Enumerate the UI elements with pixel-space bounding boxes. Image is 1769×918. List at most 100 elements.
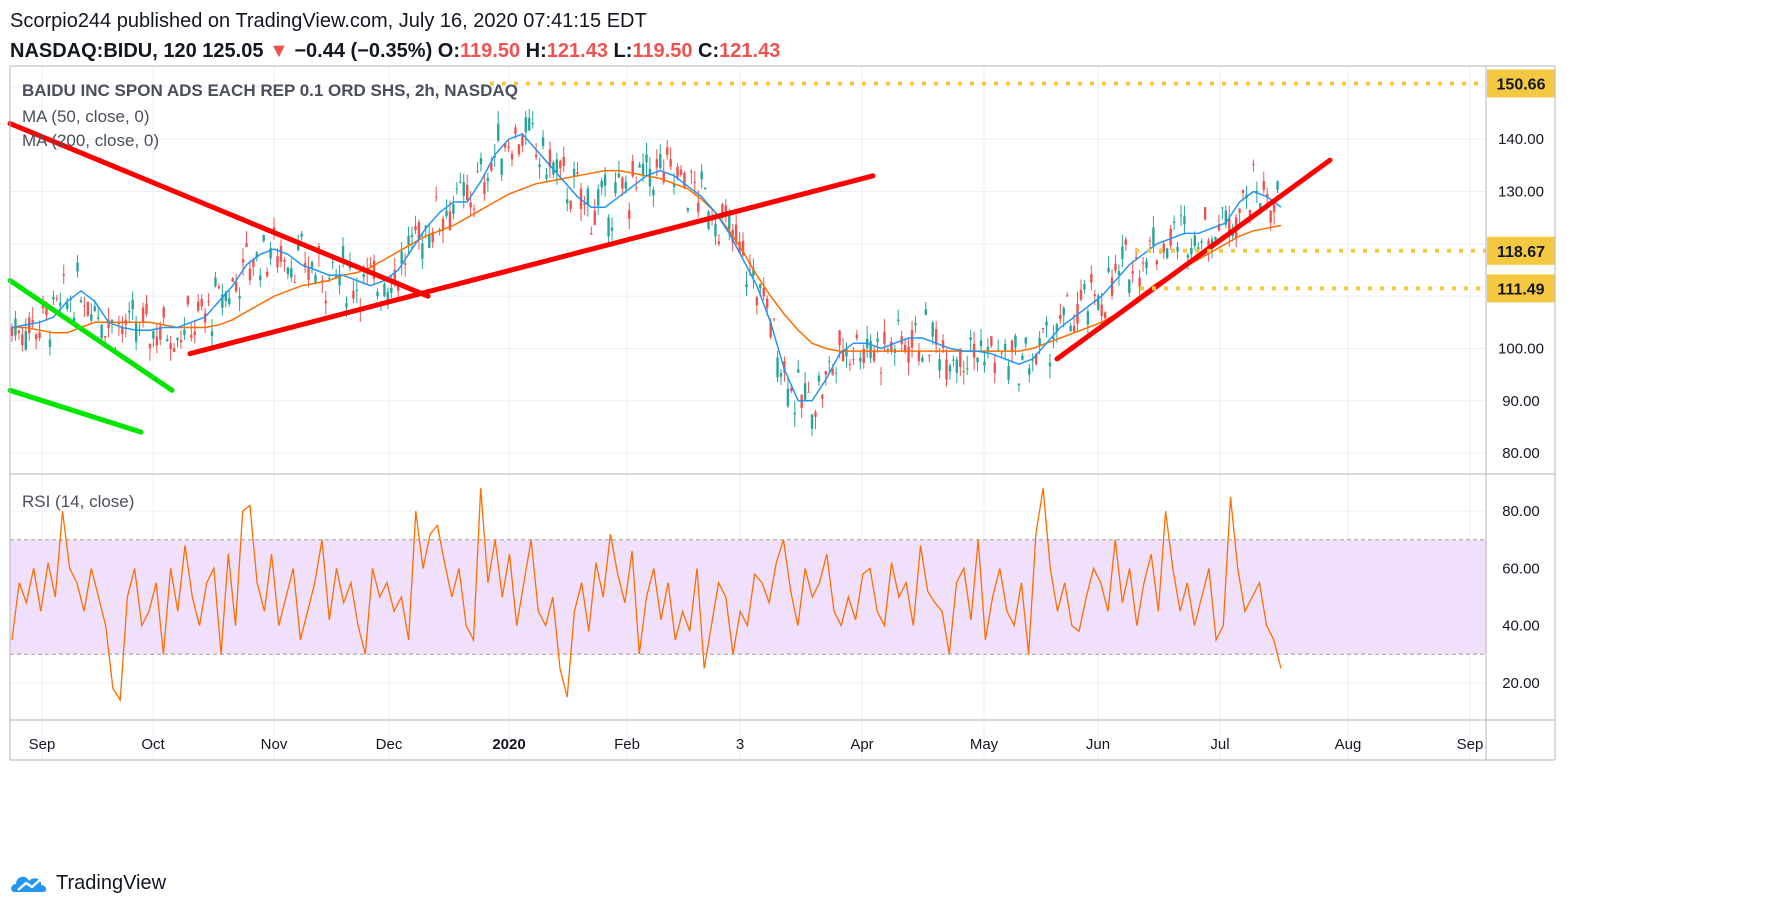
candle-body [428, 233, 431, 248]
open-value: 119.50 [460, 40, 521, 62]
candle-body [503, 143, 507, 148]
candle-body [817, 375, 821, 382]
candle-body [1007, 366, 1010, 380]
x-tick-label: Dec [376, 736, 403, 753]
grid-layer [10, 66, 1486, 760]
candle-body [259, 275, 262, 281]
trend-line-layer[interactable] [7, 121, 1333, 435]
candle-body [255, 252, 259, 258]
candle-body [345, 303, 348, 308]
candle-body [1169, 228, 1172, 246]
candle-body [1110, 277, 1114, 296]
candle-body [276, 256, 279, 268]
trend-line-red[interactable] [7, 121, 431, 299]
frame-layer [9, 65, 1556, 761]
candle-body [45, 304, 48, 316]
candle-body [693, 181, 696, 184]
candle-body [500, 158, 503, 175]
candle-body [700, 171, 703, 180]
candle-body [79, 300, 83, 303]
candle-body [928, 354, 931, 356]
candle-body [541, 137, 545, 146]
candle-body [155, 336, 159, 346]
trend-line-green[interactable] [7, 277, 175, 393]
candle-body [234, 281, 238, 292]
candle-body [1031, 359, 1034, 361]
candle-body [497, 123, 500, 141]
candle-body [565, 199, 569, 204]
candle-body [597, 189, 600, 206]
candle-body [262, 235, 265, 241]
candle-body [914, 323, 917, 326]
candle-body [1072, 326, 1076, 332]
candle-body [83, 305, 86, 307]
rsi-band-layer [10, 539, 1486, 655]
ma50-line [11, 133, 1282, 402]
candle-body [1190, 248, 1193, 255]
rsi-legend[interactable]: RSI (14, close) [22, 492, 134, 511]
candle-body [521, 135, 524, 146]
candle-body [803, 383, 807, 402]
candle-body [193, 331, 196, 336]
candle-body [1055, 324, 1059, 332]
candle-body [72, 317, 76, 323]
candle-body [338, 274, 341, 286]
candle-body [838, 330, 841, 346]
candle-body [86, 301, 90, 316]
candle-body [162, 307, 165, 318]
candle-body [797, 369, 800, 373]
ma-legend-item[interactable]: MA (200, close, 0) [22, 131, 159, 150]
trend-line-red[interactable] [187, 173, 876, 357]
close-value: 121.43 [719, 40, 781, 62]
candle-body [400, 251, 403, 264]
candle-body [586, 188, 590, 205]
candle-body [490, 162, 493, 171]
candle-body [121, 327, 124, 335]
candle-body [1052, 336, 1055, 339]
candle-body [200, 298, 203, 307]
candle-body [1066, 295, 1069, 297]
price-level-tag[interactable] [1487, 274, 1555, 303]
candle-body [897, 319, 900, 322]
candle-body [686, 208, 690, 211]
x-tick-label: Apr [850, 736, 873, 753]
candle-body [607, 217, 610, 237]
candle-body [434, 196, 438, 198]
price-level-tag[interactable] [1487, 236, 1555, 265]
candle-body [834, 372, 838, 374]
candle-body [628, 210, 631, 219]
candle-body [207, 301, 210, 303]
candle-body [1117, 270, 1121, 275]
trend-line-red[interactable] [1054, 157, 1333, 362]
candle-body [390, 287, 393, 293]
candle-body [955, 359, 959, 373]
candle-body [1014, 335, 1017, 348]
trend-line-green[interactable] [7, 387, 144, 435]
candle-body [334, 275, 338, 278]
rsi-y-tick-label: 20.00 [1502, 675, 1540, 692]
candle-body [486, 177, 490, 182]
candle-body [507, 146, 510, 149]
candle-body [638, 164, 641, 168]
candle-body [755, 297, 759, 306]
tradingview-footer[interactable]: TradingView [10, 870, 166, 896]
candle-body [145, 303, 148, 315]
price-level-layer[interactable]: 150.66 118.67 111.49 [490, 69, 1555, 303]
candle-body [41, 303, 45, 309]
candle-body [24, 330, 27, 350]
candle-body [752, 268, 755, 276]
candle-body [1141, 262, 1145, 264]
symbol-label[interactable]: NASDAQ:BIDU, 120 [10, 40, 197, 62]
candle-body [576, 172, 579, 174]
candle-body [910, 330, 914, 348]
ma-legend-item[interactable]: MA (50, close, 0) [22, 107, 150, 126]
candle-body [1090, 273, 1093, 283]
candle-body [924, 309, 928, 316]
candle-body [545, 174, 548, 179]
candle-body [762, 288, 765, 297]
price-level-tag[interactable] [1487, 69, 1555, 98]
y-tick-label: 140.00 [1498, 131, 1544, 148]
candle-body [10, 326, 14, 337]
text-layer: Sep Oct Nov Dec 2020 Feb 3 Apr May Jun Jul Aug Sep 80… [22, 81, 1544, 753]
